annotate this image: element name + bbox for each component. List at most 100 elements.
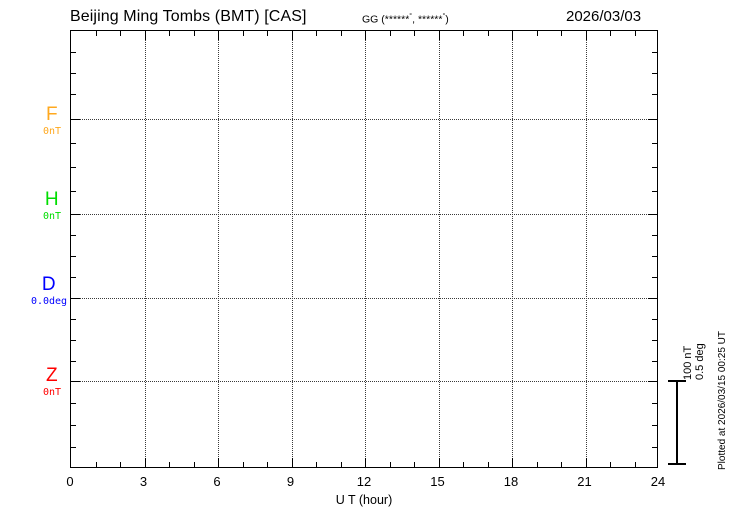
ytick-right-minor [652,256,657,257]
observation-date: 2026/03/03 [566,8,642,25]
xtick-label-6: 6 [213,474,221,489]
xtick-top-minor [536,31,538,36]
xtick-label-24: 24 [650,474,666,489]
ytick-right-minor [652,167,657,168]
scale-value-nt: 100 nT [682,345,694,380]
geographic-coordinates: GG (******°, ******°) [362,13,449,26]
ytick-minor [71,52,76,53]
xtick-top-major [585,31,587,40]
geo-longitude-value: ****** [417,13,443,26]
xtick-minor [610,462,611,467]
baseline-gridline-f [71,119,657,120]
xtick-major [291,458,293,467]
ytick-minor [71,143,76,144]
legend-component-h: H 0nT [43,190,61,222]
legend-component-f: F 0nT [43,105,61,137]
xtick-minor [487,462,489,467]
ytick-right-minor [652,340,657,341]
degree-icon: ° [409,13,413,20]
xtick-minor [414,462,415,467]
geo-coordinates-close-paren: ) [445,13,449,26]
baseline-gridline-h [71,214,657,215]
legend-component-z: Z 0nT [43,366,61,398]
baseline-gridline-z [71,381,657,382]
xtick-top-minor [610,31,611,36]
xtick-label-0: 0 [66,474,74,489]
gridline-vertical-12h [365,31,366,467]
xtick-minor [463,462,464,467]
xtick-label-3: 3 [139,474,148,489]
xtick-top-major [512,31,513,40]
xtick-minor [389,462,391,467]
legend-component-d: D 0.0deg [31,275,67,307]
ytick-minor [71,425,76,426]
xtick-top-minor [634,31,636,36]
gridline-vertical-3h [144,31,146,467]
xtick-label-18: 18 [503,474,519,489]
xtick-label-15: 15 [430,474,445,489]
xtick-top-minor [267,31,268,36]
xtick-major [218,458,219,467]
ytick-minor [71,447,76,448]
xtick-minor [561,462,562,467]
ytick-minor [71,94,76,95]
magnetogram-plot-area [70,30,658,468]
ytick-right-minor [652,235,657,236]
ytick-minor [71,277,76,278]
xtick-top-minor [120,31,121,36]
xtick-top-major [291,31,293,40]
ytick-minor [71,256,76,257]
legend-baseline-z: 0nT [42,387,62,398]
xtick-minor [316,462,317,467]
xtick-minor [120,462,121,467]
legend-label-d: D [41,274,57,295]
xtick-top-minor [487,31,489,36]
xtick-top-minor [414,31,415,36]
legend-baseline-f: 0nT [42,126,62,137]
ytick-major-z [71,381,80,382]
xtick-label-9: 9 [286,474,295,489]
scale-reference-bar [669,380,684,465]
xtick-top-minor [389,31,391,36]
ytick-minor [71,361,76,362]
page-title: Beijing Ming Tombs (BMT) [CAS] [70,8,307,25]
xtick-minor [267,462,268,467]
gridline-vertical-6h [218,31,219,467]
ytick-right-major-f [648,119,657,120]
ytick-right-minor [652,73,657,74]
legend-baseline-d: 0.0deg [30,296,68,307]
xtick-top-minor [242,31,244,36]
xtick-minor [169,462,170,467]
gridline-vertical-18h [512,31,513,467]
legend-baseline-h: 0nT [42,211,62,222]
ytick-right-minor [652,425,657,426]
xtick-minor [242,462,244,467]
ytick-right-minor [652,361,657,362]
xtick-minor [536,462,538,467]
geo-coordinates-open-paren: ( [381,13,385,26]
ytick-right-minor [652,191,657,192]
gridline-vertical-21h [585,31,587,467]
ytick-right-minor [652,277,657,278]
xtick-minor [95,462,97,467]
ytick-right-minor [652,403,657,404]
ytick-right-minor [652,447,657,448]
xtick-top-minor [169,31,170,36]
degree-icon: ° [442,13,446,20]
ytick-right-major-h [648,214,657,215]
ytick-minor [71,340,76,341]
xtick-major [585,458,587,467]
xtick-major [438,458,440,467]
xtick-major [365,458,366,467]
xtick-top-minor [193,31,195,36]
legend-label-h: H [44,189,60,210]
ytick-right-minor [652,143,657,144]
geo-coordinates-prefix: GG [362,13,379,26]
x-axis-title: U T (hour) [335,493,393,507]
xtick-major [512,458,513,467]
baseline-gridline-d [71,298,657,299]
legend-label-z: Z [45,365,59,386]
gridline-vertical-9h [291,31,293,467]
xtick-top-minor [340,31,342,36]
gridline-vertical-15h [438,31,440,467]
